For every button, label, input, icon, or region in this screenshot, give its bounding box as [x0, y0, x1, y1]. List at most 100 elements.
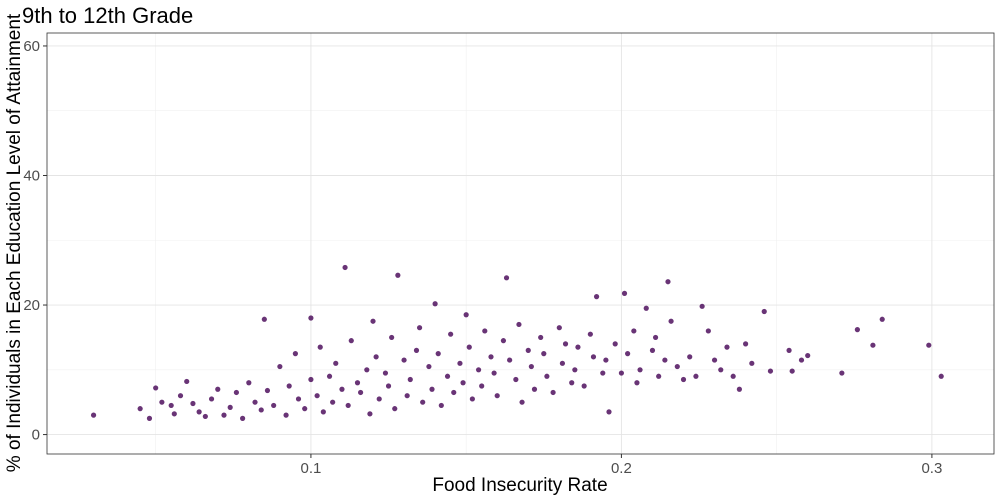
data-point	[457, 360, 463, 366]
data-point	[581, 383, 587, 389]
data-point	[938, 373, 944, 379]
data-point	[531, 386, 538, 392]
scatter-points	[90, 264, 944, 421]
data-point	[444, 373, 451, 379]
data-point	[550, 389, 556, 396]
data-point	[631, 328, 637, 334]
data-point	[286, 383, 292, 389]
data-point	[208, 396, 215, 402]
data-point	[190, 400, 196, 407]
data-point	[420, 399, 426, 405]
data-point	[233, 389, 239, 396]
data-point	[572, 367, 578, 373]
axes: 0.1 0.2 0.3 0 20 40 60	[23, 38, 942, 477]
data-point	[519, 399, 525, 405]
data-point	[342, 264, 348, 271]
data-point	[345, 402, 351, 409]
data-point	[600, 370, 606, 376]
data-point	[528, 363, 534, 370]
grid	[47, 33, 994, 454]
data-point	[435, 351, 441, 357]
data-point	[786, 347, 792, 353]
data-point	[491, 370, 497, 376]
data-point	[926, 342, 932, 348]
data-point	[469, 396, 475, 402]
data-point	[168, 402, 174, 409]
data-point	[153, 385, 159, 391]
plot-panel-border	[46, 32, 995, 455]
data-point	[482, 328, 488, 334]
data-point	[556, 325, 562, 331]
data-point	[370, 318, 376, 324]
data-point	[575, 344, 581, 350]
y-axis-title: % of Individuals in Each Education Level…	[4, 13, 25, 472]
data-point	[429, 386, 435, 392]
data-point	[252, 399, 258, 405]
data-point	[668, 318, 674, 324]
y-tick-label-2: 40	[23, 167, 40, 184]
data-point	[460, 380, 466, 386]
data-point	[221, 412, 227, 418]
data-point	[295, 396, 302, 402]
data-point	[475, 367, 482, 373]
data-point	[618, 370, 625, 376]
data-point	[246, 380, 252, 386]
data-point	[634, 380, 640, 386]
data-point	[879, 316, 885, 322]
data-point	[507, 357, 513, 363]
data-point	[544, 373, 550, 379]
data-point	[839, 370, 845, 376]
data-point	[805, 352, 811, 359]
x-tick-label-1: 0.2	[611, 460, 632, 477]
data-point	[513, 376, 519, 383]
data-point	[500, 338, 507, 344]
x-tick-label-2: 0.3	[921, 460, 942, 477]
data-point	[196, 409, 202, 415]
data-point	[376, 396, 382, 402]
data-point	[448, 331, 454, 337]
data-point	[503, 275, 510, 281]
y-tick-label-1: 20	[23, 297, 40, 314]
data-point	[767, 368, 774, 374]
data-point	[320, 409, 326, 415]
data-point	[516, 321, 522, 328]
data-point	[749, 360, 755, 366]
data-point	[264, 387, 271, 394]
data-point	[711, 357, 718, 363]
data-point	[870, 342, 876, 348]
data-point	[488, 354, 494, 360]
data-point	[354, 380, 361, 386]
data-point	[680, 376, 687, 383]
data-point	[292, 351, 298, 357]
data-point	[413, 347, 420, 353]
data-point	[137, 406, 143, 412]
data-point	[724, 344, 730, 350]
y-tick-label-0: 0	[32, 427, 40, 444]
data-point	[606, 409, 612, 415]
x-axis-title: Food Insecurity Rate	[432, 475, 607, 496]
data-point	[389, 334, 395, 341]
data-point	[395, 272, 401, 278]
data-point	[258, 407, 264, 413]
data-point	[761, 308, 767, 315]
data-point	[743, 341, 749, 347]
data-point	[587, 331, 593, 337]
data-point	[730, 373, 736, 379]
data-point	[438, 402, 444, 409]
data-point	[330, 399, 336, 405]
data-point	[562, 341, 569, 347]
data-point	[705, 328, 711, 334]
data-point	[593, 294, 600, 300]
data-point	[426, 363, 432, 370]
data-point	[357, 389, 364, 396]
data-point	[348, 338, 354, 344]
data-point	[159, 399, 165, 405]
data-point	[261, 316, 267, 322]
data-point	[649, 347, 656, 353]
y-tick-label-3: 60	[23, 38, 40, 55]
data-point	[308, 376, 314, 383]
data-point	[612, 341, 618, 347]
data-point	[401, 357, 407, 363]
data-point	[652, 334, 659, 341]
